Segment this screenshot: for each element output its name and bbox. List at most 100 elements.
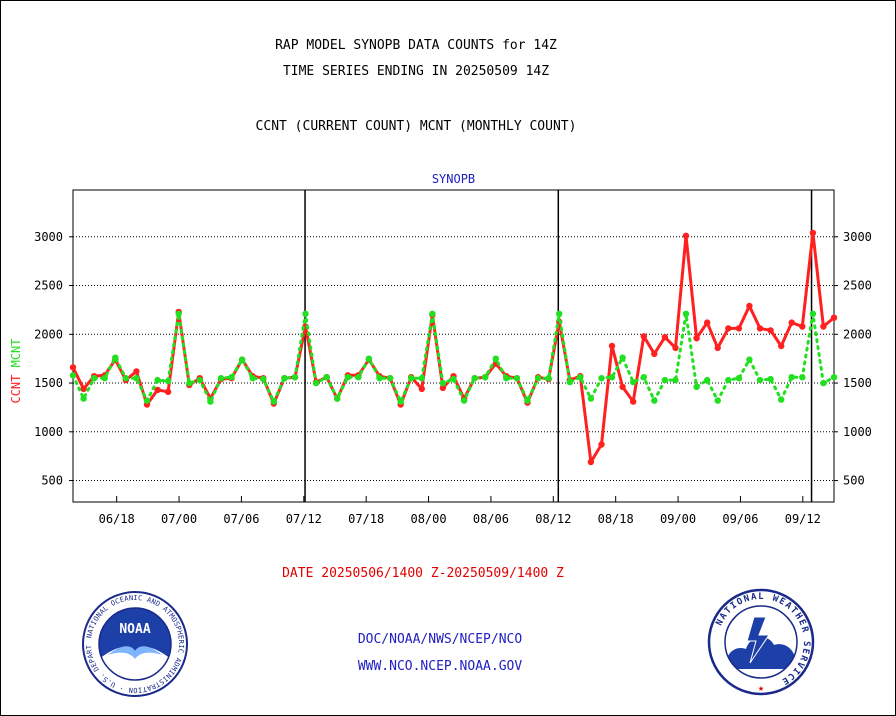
point-mcnt: [228, 374, 235, 381]
point-ccnt: [693, 335, 700, 342]
point-mcnt: [291, 374, 299, 381]
point-mcnt: [651, 397, 658, 404]
point-mcnt: [661, 376, 669, 384]
point-ccnt: [608, 342, 616, 350]
point-mcnt: [101, 375, 108, 382]
point-mcnt: [682, 310, 690, 317]
point-ccnt: [799, 323, 806, 330]
y-label-gap: [9, 367, 23, 374]
noaa-inner-ring: [98, 607, 172, 681]
point-mcnt: [80, 395, 87, 402]
y-tick-label-left: 2500: [34, 279, 63, 293]
chart-subtitle: CCNT (CURRENT COUNT) MCNT (MONTHLY COUNT…: [255, 119, 577, 134]
point-mcnt: [513, 375, 521, 382]
x-tick-label: 09/06: [722, 512, 758, 526]
panel-title: SYNOPB: [432, 172, 475, 186]
x-tick-label: 07/00: [161, 512, 197, 526]
point-ccnt: [587, 458, 595, 466]
point-mcnt: [196, 376, 203, 384]
point-mcnt: [704, 376, 711, 384]
point-ccnt: [725, 325, 732, 332]
point-ccnt: [682, 232, 690, 239]
point-mcnt: [344, 374, 351, 381]
point-ccnt: [619, 383, 626, 391]
series-layer: [69, 229, 838, 466]
line-chart: 500 500 1000 1000 1500 1500 2000 2000 2500 2500 30…: [9, 172, 872, 526]
plot-border: [72, 189, 835, 503]
y-tick-label-right: 2000: [843, 327, 872, 341]
point-mcnt: [418, 375, 425, 382]
x-tick-label: 07/18: [348, 512, 384, 526]
noaa-wing-icon: [108, 646, 162, 659]
point-mcnt: [587, 395, 595, 402]
point-mcnt: [492, 355, 499, 362]
footer-url: WWW.NCO.NCEP.NOAA.GOV: [357, 659, 523, 674]
point-mcnt: [503, 375, 510, 382]
point-mcnt: [640, 374, 647, 381]
point-mcnt: [249, 375, 256, 382]
point-mcnt: [355, 374, 362, 381]
point-mcnt: [809, 310, 817, 317]
y-axis-label: CCNT MCNT: [9, 338, 23, 403]
point-mcnt: [460, 397, 468, 404]
point-mcnt: [778, 396, 785, 403]
point-ccnt: [830, 314, 838, 321]
point-mcnt: [365, 355, 373, 362]
point-ccnt: [651, 350, 658, 357]
y-tick-label-left: 1500: [34, 376, 63, 390]
point-mcnt: [450, 375, 457, 383]
point-mcnt: [260, 375, 267, 383]
point-mcnt: [471, 375, 478, 382]
noaa-bird-icon: [99, 647, 171, 680]
axis-ticks: 500 500 1000 1000 1500 1500 2000 2000 2500 2500 30…: [34, 230, 872, 526]
point-mcnt: [714, 397, 721, 404]
point-mcnt: [820, 379, 827, 387]
point-mcnt: [154, 376, 161, 384]
day-dividers: [304, 190, 813, 502]
x-tick-label: 08/06: [473, 512, 509, 526]
point-mcnt: [545, 375, 552, 382]
point-mcnt: [693, 383, 700, 391]
x-tick-label: 09/00: [660, 512, 696, 526]
point-mcnt: [830, 374, 838, 381]
point-mcnt: [270, 398, 277, 405]
point-mcnt: [556, 310, 563, 317]
y-tick-label-left: 500: [41, 474, 63, 488]
point-mcnt: [90, 375, 98, 382]
footer-org: DOC/NOAA/NWS/NCEP/NCO: [357, 632, 523, 647]
point-mcnt: [323, 374, 330, 381]
y-tick-label-right: 500: [843, 474, 865, 488]
point-ccnt: [756, 325, 764, 332]
point-ccnt: [439, 384, 447, 392]
y-tick-label-right: 1000: [843, 425, 872, 439]
y-label-mcnt: MCNT: [9, 338, 23, 367]
point-ccnt: [80, 385, 87, 393]
point-mcnt: [482, 374, 489, 381]
y-label-ccnt: CCNT: [9, 375, 23, 404]
point-mcnt: [577, 374, 584, 381]
point-ccnt: [640, 333, 647, 340]
y-tick-label-right: 3000: [843, 230, 872, 244]
point-mcnt: [386, 375, 394, 382]
x-tick-label: 06/18: [99, 512, 135, 526]
point-mcnt: [630, 378, 637, 386]
point-mcnt: [788, 374, 795, 381]
x-tick-label: 09/12: [785, 512, 821, 526]
y-tick-label-left: 2000: [34, 327, 63, 341]
point-mcnt: [69, 372, 77, 379]
y-tick-label-left: 3000: [34, 230, 63, 244]
point-mcnt: [767, 375, 774, 383]
point-mcnt: [186, 379, 193, 387]
chart-title-line1: RAP MODEL SYNOPB DATA COUNTS for 14Z: [275, 38, 557, 53]
point-mcnt: [725, 376, 732, 384]
noaa-wordmark: NOAA: [119, 622, 150, 637]
point-mcnt: [175, 310, 182, 317]
point-ccnt: [598, 441, 605, 448]
y-tick-label-right: 2500: [843, 279, 872, 293]
point-ccnt: [809, 229, 817, 237]
point-mcnt: [312, 379, 320, 387]
point-ccnt: [630, 398, 637, 405]
x-tick-label: 08/00: [410, 512, 446, 526]
point-ccnt: [746, 302, 753, 310]
point-mcnt: [534, 375, 542, 382]
